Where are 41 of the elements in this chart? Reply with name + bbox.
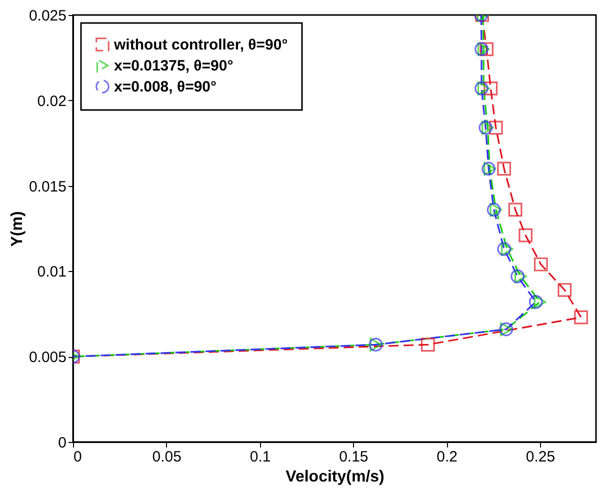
point [558,283,572,297]
x-tick-label: 0.05 [152,448,182,466]
x-tick-label: 0.15 [339,448,368,466]
point [486,202,501,217]
point [500,242,514,256]
x-tick-label: 0 [74,448,82,466]
x-tick-label: 0.2 [436,448,458,466]
point [474,42,488,56]
point [528,295,543,309]
point [484,82,498,96]
point [477,42,490,56]
point [477,82,490,96]
x-tick-label: 0.25 [526,448,556,466]
point [508,202,522,217]
y-tick-label: 0.025 [28,8,66,24]
point [482,120,494,135]
point [518,228,533,242]
point [510,269,524,284]
point [497,162,512,176]
legend-label: x=0.008, θ=90° [114,78,217,96]
legend-label: without controller, θ=90° [113,36,288,54]
y-axis-title: Y(m) [8,211,26,247]
point [497,242,512,256]
legend-label: x=0.01375, θ=90° [114,58,234,74]
y-tick-label: 0.01 [37,264,66,281]
y-tick-label: 0.005 [28,349,66,366]
x-axis-title: Velocity(m/s) [286,468,384,486]
point [478,120,493,135]
point [534,257,548,272]
point [534,295,546,309]
point [420,338,435,352]
point [574,310,588,324]
point [514,269,527,284]
y-tick-label: 0 [58,434,66,452]
x-tick-label: 0.1 [250,448,271,466]
point [490,202,502,217]
point [474,82,488,96]
point [480,42,494,56]
y-tick-label: 0.02 [37,92,66,110]
point [488,120,503,135]
y-tick-label: 0.015 [28,178,66,196]
